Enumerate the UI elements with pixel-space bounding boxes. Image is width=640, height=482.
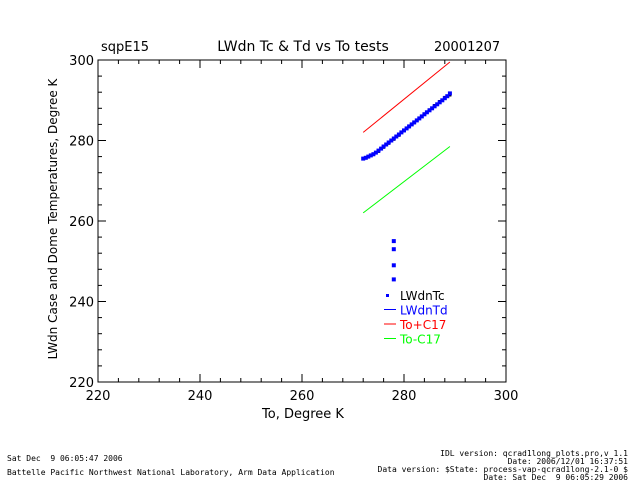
series-line-to-c17 — [362, 146, 451, 214]
point-lwdntd — [424, 110, 429, 115]
point-lwdntd — [373, 150, 378, 155]
y-tick-label: 260 — [69, 215, 94, 230]
footer-idl-version: IDL version: qcrad1long_plots.pro,v 1.1 — [440, 449, 628, 458]
x-tick-label: 240 — [188, 389, 213, 404]
point-lwdntd — [437, 100, 442, 105]
point-lwdntd — [381, 144, 386, 149]
point-lwdntd — [391, 136, 396, 141]
x-tick-labels: 220 240 260 280 300 — [86, 389, 519, 404]
point-lwdntd — [368, 153, 373, 158]
point-lwdntd — [376, 148, 381, 153]
series-line-to-c17 — [362, 61, 451, 133]
point-lwdntd — [394, 134, 399, 139]
point-lwdntd — [422, 112, 427, 117]
y-tick-label: 220 — [69, 376, 94, 391]
point-lwdntd — [440, 98, 445, 103]
point-lwdntd — [409, 122, 414, 127]
legend-label-to-c17: To-C17 — [399, 333, 441, 347]
point-lwdntd — [404, 126, 409, 131]
x-tick-label: 220 — [86, 389, 111, 404]
site-label: sqpE15 — [101, 40, 149, 55]
point-lwdntd — [391, 263, 396, 268]
footer-datetime-left: Sat Dec 9 06:05:47 2006 — [7, 454, 123, 463]
legend-label-lwdntc: LWdnTc — [400, 289, 445, 303]
point-lwdntd — [391, 239, 396, 244]
y-tick-label: 300 — [69, 54, 94, 69]
point-lwdntd — [445, 94, 450, 99]
point-lwdntd — [391, 277, 396, 282]
plot-frame — [97, 59, 507, 383]
point-lwdntd — [389, 138, 394, 143]
footer-data-version: Data version: $State: process-vap-qcrad1… — [377, 465, 628, 474]
point-lwdntd — [419, 114, 424, 119]
y-tick-labels: 220 240 260 280 300 — [69, 54, 94, 391]
point-lwdntd — [414, 118, 419, 123]
point-lwdntd — [363, 155, 368, 160]
point-lwdntd — [402, 128, 406, 133]
footer-lab: Battelle Pacific Northwest National Labo… — [7, 468, 335, 477]
point-lwdntd — [379, 146, 384, 151]
point-lwdntd — [412, 120, 417, 125]
point-lwdntd — [384, 142, 389, 147]
point-lwdntd — [435, 102, 440, 107]
chart-title: LWdn Tc & Td vs To tests — [217, 39, 389, 55]
point-lwdntd — [399, 130, 404, 135]
series-layer — [361, 61, 452, 282]
x-tick-label: 260 — [290, 389, 315, 404]
point-lwdntd — [442, 96, 447, 101]
point-lwdntd — [391, 247, 396, 252]
point-lwdntd — [396, 132, 401, 137]
x-tick-label: 280 — [392, 389, 417, 404]
footer-datetime-right: Date: Sat Dec 9 06:05:29 2006 — [483, 473, 629, 482]
point-lwdntd — [430, 106, 435, 111]
date-label: 20001207 — [434, 40, 500, 55]
x-tick-label: 300 — [494, 389, 519, 404]
point-lwdntd — [432, 104, 437, 109]
point-lwdntd — [447, 91, 452, 96]
point-lwdntd — [386, 140, 391, 145]
point-lwdntd — [427, 108, 432, 113]
point-lwdntd — [371, 152, 376, 157]
point-lwdntd — [407, 124, 412, 129]
footer-code-date: Date: 2006/12/01 16:37:51 — [507, 457, 628, 466]
legend-swatch-lwdntc — [386, 294, 389, 297]
point-lwdntd — [417, 116, 422, 121]
point-lwdntd — [366, 154, 371, 159]
y-tick-label: 280 — [69, 135, 94, 150]
point-lwdntd — [361, 156, 366, 161]
legend-label-lwdntd: LWdnTd — [400, 304, 448, 318]
legend-label-to-c17: To+C17 — [399, 318, 446, 332]
y-tick-label: 240 — [69, 296, 94, 311]
y-axis-label: LWdn Case and Dome Temperatures, Degree … — [46, 77, 60, 359]
x-axis-label: To, Degree K — [261, 407, 344, 422]
axis-ticks — [97, 59, 507, 383]
